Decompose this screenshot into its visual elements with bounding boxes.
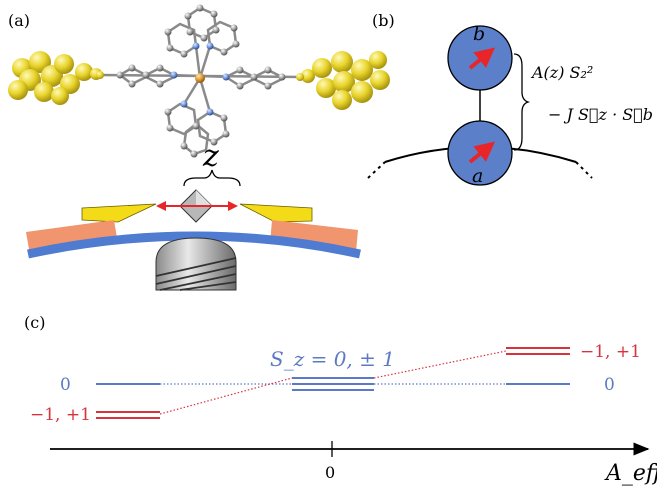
hamiltonian-line1: A(z) S₂²: [530, 63, 593, 82]
right-pair-label: −1, +1: [580, 342, 641, 362]
hamiltonian-line2: − J S⃗z · S⃗b: [548, 105, 653, 124]
z-label: z: [202, 139, 219, 174]
panel-a-label: (a): [8, 11, 30, 30]
panel-c: (c) S_z = 0, ± 1 0 −1, +1 −1, +1 0 0 A_e…: [24, 313, 657, 486]
right-gold-electrode: [301, 51, 390, 110]
hamiltonian-brace: [514, 54, 528, 150]
left-gold-electrode: [8, 51, 102, 105]
left-zero-label: 0: [60, 375, 71, 395]
panel-b-label: (b): [372, 11, 395, 30]
spin-b-label: b: [473, 23, 485, 45]
axis-zero-label: 0: [325, 463, 335, 482]
panel-a: (a): [8, 5, 390, 291]
axis-title: A_eff: [604, 461, 657, 486]
panel-b: (b) b a A(z) S₂² − J S⃗z · S⃗b: [368, 11, 653, 187]
pushing-rod: [156, 238, 236, 290]
spin-a-label: a: [472, 165, 483, 187]
right-zero-label: 0: [604, 375, 615, 395]
left-yellow-electrode: [82, 204, 156, 222]
dotted-red-left: [160, 378, 292, 414]
left-pair-label: −1, +1: [30, 405, 91, 425]
panel-c-label: (c): [24, 313, 45, 332]
right-yellow-electrode: [240, 204, 312, 222]
center-sz-label: S_z = 0, ± 1: [270, 347, 395, 371]
